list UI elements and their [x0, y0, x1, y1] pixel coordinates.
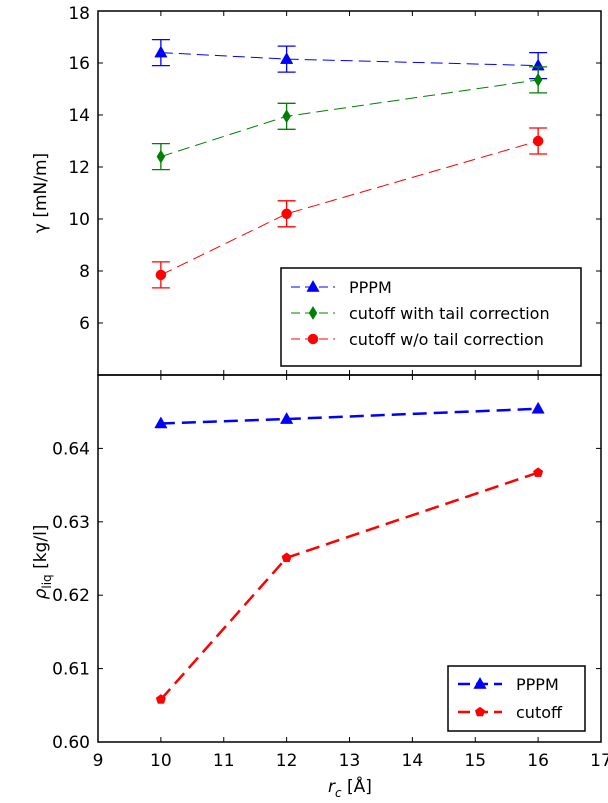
data-point — [155, 269, 167, 281]
legend-box — [447, 665, 586, 732]
x-tick-label: 12 — [276, 751, 298, 771]
data-point — [280, 412, 294, 424]
series-cutoff-with-tail-correction — [151, 66, 548, 171]
series-cutoff — [155, 467, 544, 704]
series-line — [160, 52, 539, 67]
data-point — [155, 694, 166, 704]
series-line — [160, 407, 539, 425]
series-line — [160, 79, 539, 158]
legend: PPPM cutoff with tail correction cutoff w/… — [280, 267, 582, 367]
data-point — [280, 52, 294, 64]
x-tick-label: 13 — [339, 751, 361, 771]
x-tick-label: 16 — [527, 751, 549, 771]
legend-label: cutoff w/o tail correction — [349, 330, 544, 349]
legend-marker — [306, 279, 320, 292]
x-tick-label: 9 — [93, 751, 104, 771]
legend-item: PPPM — [458, 675, 559, 694]
legend-marker — [307, 333, 319, 345]
y-tick-label: 10 — [68, 210, 90, 230]
data-point — [281, 208, 292, 220]
y-axis-label: ρliq [kg/l] — [31, 525, 54, 600]
y-tick-label: 8 — [79, 262, 90, 282]
data-point — [156, 149, 166, 164]
y-tick-label: 16 — [68, 54, 90, 74]
series-line — [160, 140, 539, 276]
y-tick-label: 0.63 — [52, 513, 90, 533]
legend-item: cutoff with tail correction — [291, 304, 550, 323]
y-tick-label: 12 — [68, 158, 90, 178]
data-point — [533, 72, 543, 87]
x-axis-label: rc [Å] — [328, 775, 372, 800]
legend-marker — [308, 306, 318, 320]
y-tick-label: 6 — [79, 314, 90, 334]
legend-label: cutoff — [516, 703, 563, 722]
legend-marker — [473, 676, 487, 689]
x-tick-label: 14 — [402, 751, 424, 771]
x-tick-label: 10 — [150, 751, 172, 771]
x-tick-label: 15 — [464, 751, 486, 771]
legend-box — [280, 267, 582, 367]
legend-label: PPPM — [516, 675, 559, 694]
x-tick-label: 11 — [213, 751, 235, 771]
series-pppm — [151, 38, 548, 80]
data-point — [532, 135, 544, 147]
data-point — [282, 109, 291, 124]
legend-item: cutoff w/o tail correction — [291, 330, 544, 349]
y-tick-label: 18 — [68, 4, 90, 24]
y-tick-label: 14 — [68, 106, 90, 126]
y-tick-label: 0.61 — [52, 660, 90, 680]
legend-marker — [474, 706, 486, 717]
data-point — [154, 45, 168, 58]
data-point — [154, 416, 168, 429]
series-cutoff-w-o-tail-correction — [151, 127, 548, 289]
y-tick-label: 0.60 — [52, 733, 90, 753]
legend-label: cutoff with tail correction — [349, 304, 550, 323]
legend-label: PPPM — [349, 278, 392, 297]
surface-tension-panel: 6 8 10 12 14 16 18 PPPM cutoff with tail correct… — [68, 4, 602, 376]
y-axis-label: γ [mN/m] — [31, 153, 51, 233]
y-tick-label: 0.62 — [52, 586, 90, 606]
data-point — [531, 401, 545, 414]
legend-item: cutoff — [458, 703, 563, 722]
plot-frame — [97, 374, 602, 743]
data-point — [281, 552, 292, 563]
x-tick-label: 17 — [590, 751, 608, 771]
legend: PPPM cutoff — [447, 665, 586, 732]
data-point — [533, 467, 544, 477]
legend-item: PPPM — [291, 278, 392, 297]
y-tick-label: 0.64 — [52, 439, 90, 459]
liquid-density-panel: 9 10 11 12 13 14 15 16 17 0.60 0.61 0.62 0.63 0.64 PPP… — [52, 374, 608, 771]
series-pppm — [154, 401, 545, 429]
